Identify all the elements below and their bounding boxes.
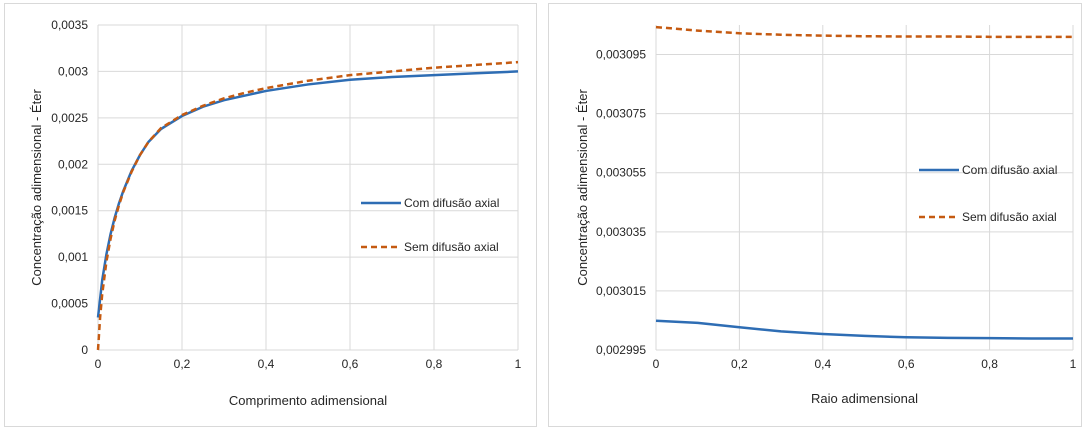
x-axis-title: Comprimento adimensional <box>229 393 387 408</box>
x-tick-label: 0,4 <box>814 357 831 371</box>
y-tick-label: 0,003055 <box>596 166 646 180</box>
y-tick-label: 0,0035 <box>51 18 88 32</box>
y-axis-title: Concentração adimensional - Éter <box>29 89 44 286</box>
y-tick-label: 0,0005 <box>51 297 88 311</box>
y-tick-label: 0 <box>81 343 88 357</box>
y-tick-label: 0,002 <box>58 157 88 171</box>
x-tick-label: 1 <box>515 357 522 371</box>
y-tick-label: 0,002995 <box>596 343 646 357</box>
x-tick-label: 0,8 <box>426 357 443 371</box>
series-line-sem-difusao-axial <box>96 60 519 351</box>
y-tick-label: 0,003015 <box>596 284 646 298</box>
y-tick-label: 0,003075 <box>596 107 646 121</box>
x-tick-label: 0,6 <box>342 357 359 371</box>
y-tick-label: 0,0015 <box>51 204 88 218</box>
y-tick-label: 0,003 <box>58 64 88 78</box>
x-tick-label: 0,2 <box>174 357 191 371</box>
y-tick-label: 0,001 <box>58 250 88 264</box>
series-line-sem-difusao-axial <box>655 25 1073 39</box>
x-axis-title: Raio adimensional <box>811 391 918 406</box>
x-tick-label: 0,4 <box>258 357 275 371</box>
x-tick-label: 0 <box>95 357 102 371</box>
chart-raio: 0 0,2 0,4 0,6 0,8 1 0,002995 0,003015 0,003035 0,… <box>575 25 1077 406</box>
y-axis-title: Concentração adimensional - Éter <box>575 89 590 286</box>
chart-panel-comprimento: 0 0,2 0,4 0,6 0,8 1 0 0,0005 0,001 0,0015 0,002 0,0… <box>4 3 537 427</box>
series-line-com-difusao-axial <box>655 319 1073 340</box>
x-tick-label: 0,8 <box>981 357 998 371</box>
x-tick-label: 0,2 <box>731 357 748 371</box>
x-tick-label: 0,6 <box>898 357 915 371</box>
chart-comprimento: 0 0,2 0,4 0,6 0,8 1 0 0,0005 0,001 0,0015 0,002 0,0… <box>29 18 522 408</box>
y-tick-label: 0,003095 <box>596 48 646 62</box>
legend-label: Sem difusão axial <box>962 210 1057 224</box>
y-tick-label: 0,003035 <box>596 225 646 239</box>
chart-panel-raio: 0 0,2 0,4 0,6 0,8 1 0,002995 0,003015 0,003035 0,… <box>548 3 1082 427</box>
x-tick-label: 1 <box>1070 357 1077 371</box>
x-tick-label: 0 <box>653 357 660 371</box>
legend-label: Com difusão axial <box>962 163 1057 177</box>
y-tick-label: 0,0025 <box>51 111 88 125</box>
series-line-com-difusao-axial <box>96 70 519 318</box>
legend-label: Com difusão axial <box>404 196 499 210</box>
legend-label: Sem difusão axial <box>404 240 499 254</box>
